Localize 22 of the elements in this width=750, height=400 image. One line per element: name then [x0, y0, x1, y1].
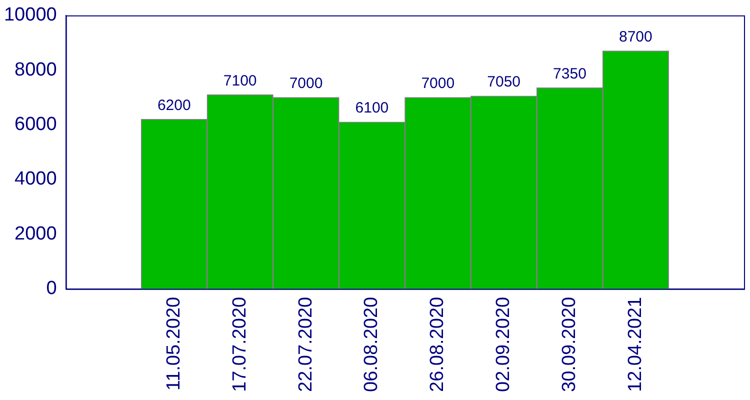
x-tick-label: 30.09.2020	[558, 296, 580, 392]
data-label: 7000	[421, 75, 455, 92]
data-label: 7050	[487, 74, 521, 91]
y-tick-label: 4000	[14, 168, 57, 190]
data-label: 6200	[157, 96, 191, 114]
x-tick-label: 06.08.2020	[361, 296, 382, 392]
y-tick-label: 8000	[14, 59, 57, 80]
data-label: 7350	[553, 66, 586, 83]
y-tick-label: 6000	[14, 114, 57, 136]
x-tick-label: 12.04.2021	[624, 296, 646, 392]
x-tick-label: 17.07.2020	[229, 296, 250, 392]
data-label: 8700	[618, 28, 652, 46]
data-label: 7000	[289, 75, 323, 92]
y-tick-label: 0	[46, 278, 57, 300]
y-tick-label: 2000	[14, 223, 57, 244]
data-label: 6100	[355, 100, 389, 117]
x-tick-label: 22.07.2020	[295, 296, 316, 392]
y-tick-label: 10000	[4, 4, 57, 26]
x-tick-label: 26.08.2020	[427, 296, 448, 392]
data-label: 7100	[223, 72, 257, 90]
x-tick-label: 02.09.2020	[493, 296, 514, 392]
x-tick-label: 11.05.2020	[163, 296, 184, 391]
